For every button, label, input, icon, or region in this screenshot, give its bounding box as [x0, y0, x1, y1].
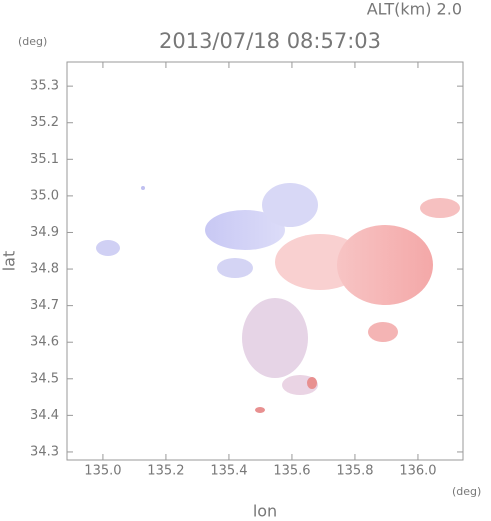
echo-region: [96, 240, 120, 256]
x-tick-label: 135.2: [147, 464, 184, 479]
y-tick-label: 34.3: [30, 444, 59, 459]
y-axis-label: lat: [0, 251, 19, 272]
annotation: ALT(km) 2.0: [367, 0, 462, 19]
echo-region: [420, 198, 460, 218]
y-tick-label: 35.2: [30, 115, 59, 130]
echo-region: [255, 407, 265, 413]
echo-region: [368, 322, 398, 342]
y-tick-label: 34.5: [30, 371, 59, 386]
echo-region: [242, 298, 308, 378]
echo-region: [262, 183, 318, 227]
y-tick-label: 35.3: [30, 79, 59, 94]
echo-region: [217, 258, 253, 278]
x-tick-label: 135.8: [336, 464, 373, 479]
chart-title: 2013/07/18 08:57:03: [159, 29, 381, 53]
x-tick-label: 136.0: [399, 464, 436, 479]
y-tick-label: 34.9: [30, 225, 59, 240]
y-tick-label: 34.8: [30, 262, 59, 277]
echo-region: [337, 225, 433, 305]
x-tick-label: 135.6: [273, 464, 310, 479]
y-tick-label: 35.0: [30, 188, 59, 203]
echo-region: [307, 377, 317, 389]
echo-regions: [96, 183, 460, 413]
plot-frame: [66, 61, 464, 461]
x-tick-label: 135.4: [210, 464, 247, 479]
echo-region: [141, 186, 145, 190]
x-axis-label: lon: [253, 502, 277, 521]
y-tick-label: 35.1: [30, 152, 59, 167]
x-unit: (deg): [452, 485, 481, 498]
x-tick-label: 135.0: [84, 464, 121, 479]
y-unit: (deg): [18, 35, 47, 48]
y-tick-label: 34.6: [30, 335, 59, 350]
y-tick-label: 34.4: [30, 408, 59, 423]
echo-region: [205, 210, 285, 250]
y-tick-label: 34.7: [30, 298, 59, 313]
